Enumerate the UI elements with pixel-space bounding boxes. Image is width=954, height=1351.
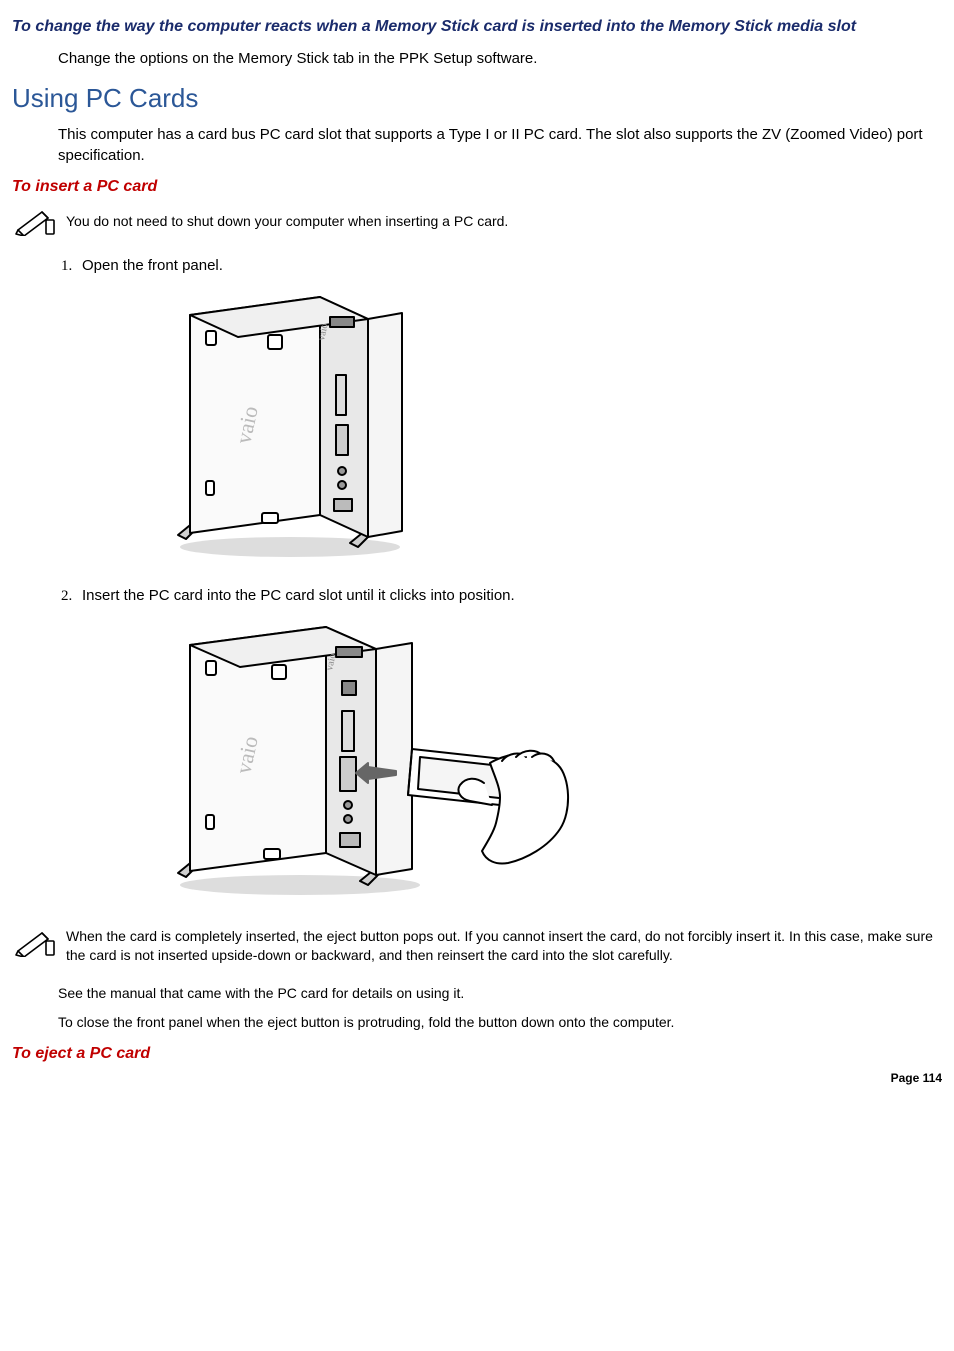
note-no-shutdown-text: You do not need to shut down your comput… xyxy=(66,212,508,232)
step-2-text: Insert the PC card into the PC card slot… xyxy=(82,587,515,604)
para-see-manual: See the manual that came with the PC car… xyxy=(58,984,942,1004)
step-1: Open the front panel. xyxy=(76,257,942,565)
figure-insert-card: vaio vaio xyxy=(150,615,942,905)
step-2: Insert the PC card into the PC card slot… xyxy=(76,587,942,905)
heading-to-insert: To insert a PC card xyxy=(12,178,942,196)
steps-list: Open the front panel. xyxy=(58,257,942,905)
pencil-note-icon xyxy=(12,927,56,960)
pencil-note-icon xyxy=(12,206,56,239)
page-number: Page 114 xyxy=(12,1071,942,1085)
para-change-options: Change the options on the Memory Stick t… xyxy=(58,48,942,69)
step-1-text: Open the front panel. xyxy=(82,257,223,274)
heading-using-pc-cards: Using PC Cards xyxy=(12,83,942,114)
note-eject-pops-text: When the card is completely inserted, th… xyxy=(66,927,942,966)
para-close-panel: To close the front panel when the eject … xyxy=(58,1013,942,1033)
para-cardbus-intro: This computer has a card bus PC card slo… xyxy=(58,124,942,166)
figure-open-panel: vaio vaio xyxy=(150,285,942,565)
heading-to-eject: To eject a PC card xyxy=(12,1045,942,1063)
note-eject-pops: When the card is completely inserted, th… xyxy=(12,927,942,966)
heading-change-reaction: To change the way the computer reacts wh… xyxy=(12,16,942,38)
note-no-shutdown: You do not need to shut down your comput… xyxy=(12,206,942,239)
